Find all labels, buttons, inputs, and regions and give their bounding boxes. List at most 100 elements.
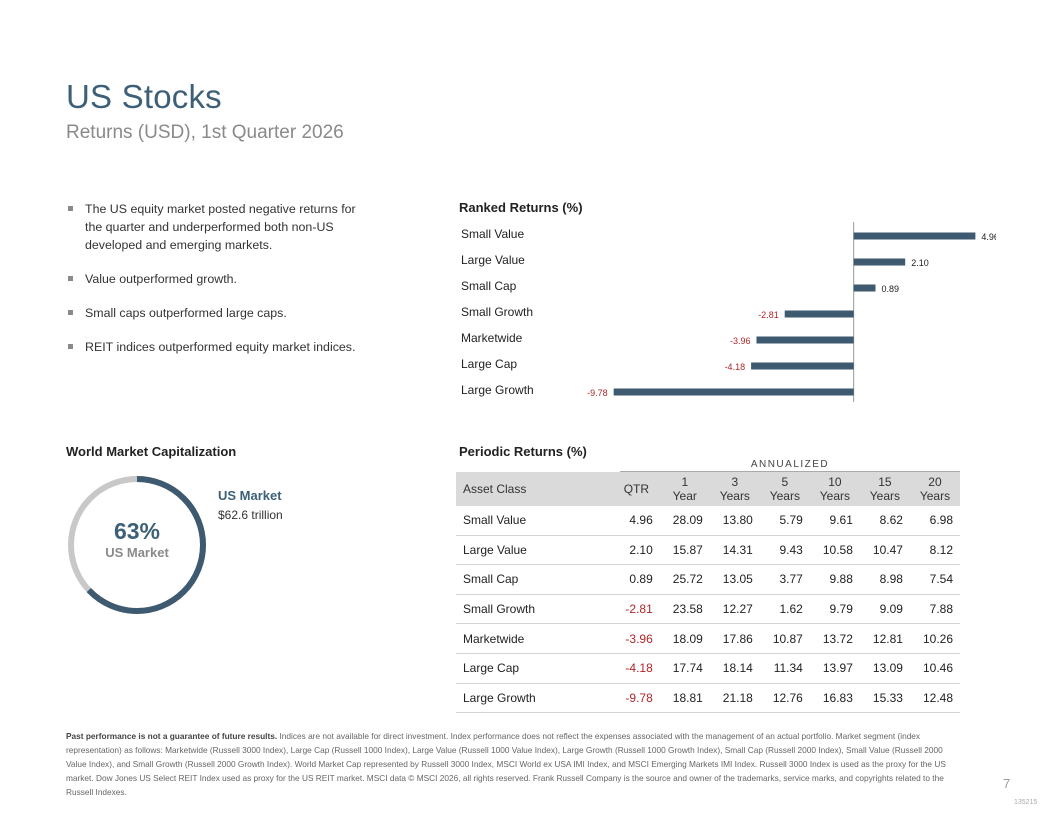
return-cell: 13.05 bbox=[709, 564, 760, 595]
return-cell: 14.31 bbox=[709, 535, 760, 566]
return-cell: 3.77 bbox=[759, 564, 810, 595]
column-header-line: Years bbox=[819, 489, 850, 503]
column-header-line: Years bbox=[769, 489, 800, 503]
table-row: Small Cap 0.89 25.72 13.05 3.77 9.88 8.98 7.54 bbox=[456, 564, 960, 595]
return-cell: 13.09 bbox=[859, 653, 910, 684]
return-cell: 8.12 bbox=[909, 535, 960, 566]
return-cell: 10.47 bbox=[859, 535, 910, 566]
world-cap-donut bbox=[68, 476, 206, 614]
return-cell: 17.74 bbox=[659, 653, 710, 684]
column-header-line: 20 bbox=[928, 475, 942, 489]
return-cell: -3.96 bbox=[613, 623, 660, 654]
return-cell: 17.86 bbox=[709, 623, 760, 654]
asset-class-cell: Small Growth bbox=[456, 594, 613, 625]
value-label: -9.78 bbox=[587, 388, 608, 398]
ranked-returns-title: Ranked Returns (%) bbox=[459, 200, 583, 215]
return-cell: 9.88 bbox=[809, 564, 860, 595]
return-cell: 15.33 bbox=[859, 683, 910, 714]
return-cell: 9.09 bbox=[859, 594, 910, 625]
return-cell: 9.61 bbox=[809, 506, 860, 536]
return-cell: 9.79 bbox=[809, 594, 860, 625]
table-row: Large Growth -9.78 18.81 21.18 12.76 16.83 15.… bbox=[456, 683, 960, 714]
return-cell: 15.87 bbox=[659, 535, 710, 566]
return-cell: 10.46 bbox=[909, 653, 960, 684]
periodic-returns-title: Periodic Returns (%) bbox=[459, 444, 587, 459]
category-label: Small Growth bbox=[461, 305, 533, 319]
bullet-item: Value outperformed growth. bbox=[66, 270, 366, 288]
category-label: Marketwide bbox=[461, 331, 523, 345]
bullet-item: Small caps outperformed large caps. bbox=[66, 304, 366, 322]
page-number: 7 bbox=[1003, 776, 1011, 791]
column-header: QTR bbox=[613, 472, 660, 506]
return-cell: 18.14 bbox=[709, 653, 760, 684]
column-header: 10 Years bbox=[809, 472, 860, 506]
value-label: -4.18 bbox=[725, 362, 746, 372]
bar bbox=[853, 258, 906, 266]
return-cell: 21.18 bbox=[709, 683, 760, 714]
column-header-line: Year bbox=[672, 489, 697, 503]
return-cell: 12.81 bbox=[859, 623, 910, 654]
column-header: 20 Years bbox=[909, 472, 960, 506]
annualized-label: ANNUALIZED bbox=[620, 459, 960, 472]
column-header: 1 Year bbox=[659, 472, 710, 506]
bullet-item: REIT indices outperformed equity market … bbox=[66, 338, 366, 356]
value-label: 2.10 bbox=[911, 258, 929, 268]
bar bbox=[853, 232, 976, 240]
return-cell: 6.98 bbox=[909, 506, 960, 536]
return-cell: 12.27 bbox=[709, 594, 760, 625]
return-cell: 13.97 bbox=[809, 653, 860, 684]
return-cell: 28.09 bbox=[659, 506, 710, 536]
column-header-line: 1 bbox=[681, 475, 689, 489]
return-cell: 18.81 bbox=[659, 683, 710, 714]
return-cell: 7.54 bbox=[909, 564, 960, 595]
asset-class-cell: Small Cap bbox=[456, 564, 613, 595]
asset-class-cell: Marketwide bbox=[456, 623, 613, 654]
return-cell: 8.62 bbox=[859, 506, 910, 536]
column-header-line: QTR bbox=[623, 482, 650, 496]
column-header-line: Years bbox=[719, 489, 750, 503]
return-cell: 13.80 bbox=[709, 506, 760, 536]
column-header-line: 3 bbox=[731, 475, 739, 489]
asset-class-cell: Large Cap bbox=[456, 653, 613, 684]
asset-class-cell: Large Growth bbox=[456, 683, 613, 714]
column-header-line: 15 bbox=[878, 475, 892, 489]
return-cell: 25.72 bbox=[659, 564, 710, 595]
bar bbox=[784, 310, 854, 318]
return-cell: -9.78 bbox=[613, 683, 660, 714]
table-row: Small Growth -2.81 23.58 12.27 1.62 9.79 9.09 7… bbox=[456, 594, 960, 625]
return-cell: 12.76 bbox=[759, 683, 810, 714]
column-header-line: Years bbox=[919, 489, 951, 503]
column-header: 5 Years bbox=[759, 472, 810, 506]
value-label: 4.96 bbox=[981, 232, 996, 242]
donut-us-arc bbox=[68, 476, 206, 614]
bar bbox=[756, 336, 854, 344]
value-label: -3.96 bbox=[730, 336, 751, 346]
column-header: 15 Years bbox=[859, 472, 910, 506]
bar bbox=[613, 388, 854, 396]
page-subtitle: Returns (USD), 1st Quarter 2026 bbox=[66, 122, 344, 143]
table-header-row: Asset Class QTR 1 Year 3 Years 5 Years 10 Years 15… bbox=[456, 472, 960, 506]
column-header-line: 5 bbox=[781, 475, 789, 489]
periodic-returns-table: Asset Class QTR 1 Year 3 Years 5 Years 10 Years 15… bbox=[456, 472, 960, 714]
return-cell: 12.48 bbox=[909, 683, 960, 714]
return-cell: 16.83 bbox=[809, 683, 860, 714]
category-label: Large Value bbox=[461, 253, 525, 267]
bar bbox=[751, 362, 854, 370]
return-cell: 7.88 bbox=[909, 594, 960, 625]
column-header: Asset Class bbox=[456, 472, 613, 506]
return-cell: 5.79 bbox=[759, 506, 810, 536]
table-row: Large Cap -4.18 17.74 18.14 11.34 13.97 13.09 1… bbox=[456, 653, 960, 684]
donut-center-label: US Market bbox=[105, 545, 169, 560]
return-cell: 9.43 bbox=[759, 535, 810, 566]
column-header: 3 Years bbox=[709, 472, 760, 506]
return-cell: 0.89 bbox=[613, 564, 660, 595]
return-cell: 4.96 bbox=[613, 506, 660, 536]
key-points-list: The US equity market posted negative ret… bbox=[66, 200, 366, 372]
page-title: US Stocks bbox=[66, 78, 222, 115]
return-cell: 8.98 bbox=[859, 564, 910, 595]
document-id: 135215 bbox=[1014, 799, 1038, 806]
footnote-text: Indices are not available for direct inv… bbox=[66, 731, 946, 797]
column-header-line: 10 bbox=[828, 475, 842, 489]
donut-percent: 63% bbox=[113, 518, 161, 544]
return-cell: 10.87 bbox=[759, 623, 810, 654]
